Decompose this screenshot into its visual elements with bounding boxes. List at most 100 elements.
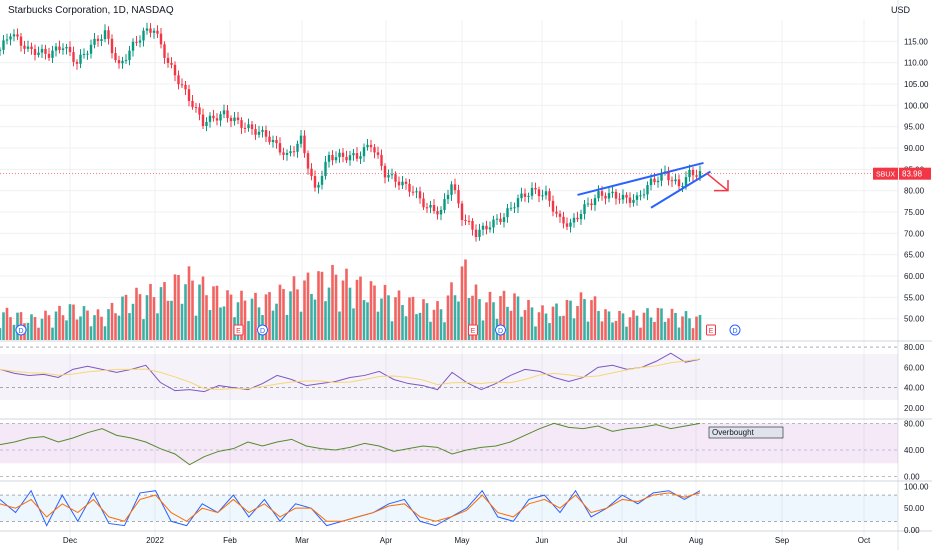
candle-body bbox=[79, 54, 82, 64]
candle-body bbox=[173, 64, 177, 76]
dividend-marker-label-0: D bbox=[18, 328, 23, 335]
candle-body bbox=[222, 110, 226, 115]
price-tick-label-3: 100.00 bbox=[904, 101, 929, 110]
candle-body bbox=[128, 50, 131, 61]
volume-bar bbox=[646, 308, 649, 340]
volume-bar bbox=[166, 300, 170, 340]
volume-bar bbox=[240, 290, 243, 340]
candle-body bbox=[320, 176, 324, 185]
volume-bar bbox=[299, 311, 303, 340]
candle-body bbox=[2, 40, 5, 50]
candle-body bbox=[464, 220, 467, 222]
volume-bar bbox=[5, 307, 9, 340]
candle-body bbox=[422, 198, 425, 208]
time-tick-label-8: Aug bbox=[689, 536, 703, 545]
candle-body bbox=[135, 41, 138, 43]
candle-body bbox=[579, 213, 583, 220]
volume-bar bbox=[530, 307, 534, 340]
candle-body bbox=[110, 38, 114, 54]
candle-body bbox=[275, 139, 278, 144]
candle-body bbox=[292, 151, 296, 153]
volume-bar bbox=[198, 284, 201, 340]
candle-body bbox=[555, 211, 558, 214]
volume-bar bbox=[145, 295, 149, 340]
candle-body bbox=[75, 61, 79, 64]
candle-body bbox=[586, 203, 590, 205]
price-tick-label-10: 65.00 bbox=[904, 251, 925, 260]
candle-body bbox=[131, 41, 135, 51]
candle-body bbox=[338, 152, 341, 158]
candle-body bbox=[285, 152, 289, 155]
candle-body bbox=[436, 211, 439, 215]
volume-bar bbox=[383, 284, 387, 340]
volume-bar bbox=[481, 320, 485, 340]
candle-body bbox=[180, 84, 184, 86]
candle-body bbox=[558, 213, 562, 217]
volume-bar bbox=[334, 274, 338, 340]
candle-body bbox=[537, 189, 541, 197]
candle-body bbox=[334, 157, 338, 161]
volume-bar bbox=[639, 327, 642, 340]
volume-bar bbox=[317, 271, 320, 340]
candle-body bbox=[201, 114, 205, 126]
time-tick-label-3: Mar bbox=[295, 536, 309, 545]
volume-bar bbox=[411, 296, 415, 340]
volume-bar bbox=[324, 301, 327, 340]
candle-body bbox=[359, 156, 362, 159]
volume-bar bbox=[604, 309, 607, 340]
candle-body bbox=[250, 124, 254, 130]
volume-bar bbox=[492, 302, 495, 340]
volume-bar bbox=[51, 327, 54, 340]
candle-body bbox=[65, 46, 68, 49]
volume-bar bbox=[282, 289, 285, 340]
candle-body bbox=[425, 207, 429, 209]
stoch-band bbox=[0, 495, 898, 522]
candle-body bbox=[443, 199, 446, 210]
volume-bar bbox=[327, 287, 331, 340]
volume-bar bbox=[201, 276, 205, 340]
volume-bar bbox=[562, 315, 565, 340]
volume-bar bbox=[614, 320, 618, 340]
candle-body bbox=[576, 217, 579, 220]
volume-bar bbox=[331, 264, 334, 340]
volume-bar bbox=[642, 312, 646, 340]
volume-bar bbox=[177, 275, 180, 340]
candle-body bbox=[121, 60, 124, 64]
stoch-tick-label-0: 100.00 bbox=[904, 482, 929, 491]
candle-body bbox=[348, 155, 352, 161]
volume-bar bbox=[684, 311, 688, 340]
rsi-tick-label-3: 20.00 bbox=[904, 404, 925, 413]
last-price-label: 83.98 bbox=[902, 170, 923, 179]
candle-body bbox=[618, 198, 621, 200]
volume-bar bbox=[653, 321, 656, 340]
volume-bar bbox=[30, 314, 33, 340]
candle-body bbox=[649, 178, 653, 186]
candle-body bbox=[625, 194, 628, 198]
volume-bar bbox=[212, 286, 215, 340]
volume-bar bbox=[86, 310, 89, 340]
volume-bar bbox=[390, 321, 394, 340]
candle-body bbox=[534, 187, 537, 190]
volume-bar bbox=[250, 298, 254, 340]
volume-bar bbox=[380, 298, 383, 340]
lower-trendline bbox=[650, 170, 712, 209]
candle-body bbox=[653, 178, 656, 183]
candle-body bbox=[240, 120, 243, 128]
price-tick-label-9: 70.00 bbox=[904, 229, 925, 238]
volume-bar bbox=[79, 316, 82, 340]
candle-body bbox=[54, 46, 58, 51]
volume-bar bbox=[72, 304, 75, 340]
volume-bar bbox=[569, 300, 572, 340]
volume-bar bbox=[520, 316, 523, 340]
candle-body bbox=[5, 39, 9, 41]
dividend-marker bbox=[257, 324, 268, 336]
volume-bar bbox=[257, 307, 261, 340]
candle-body bbox=[355, 153, 359, 159]
volume-bar bbox=[404, 316, 408, 340]
candle-body bbox=[93, 38, 96, 45]
candle-body bbox=[37, 52, 40, 55]
volume-bar bbox=[121, 296, 124, 340]
candle-body bbox=[177, 75, 180, 85]
